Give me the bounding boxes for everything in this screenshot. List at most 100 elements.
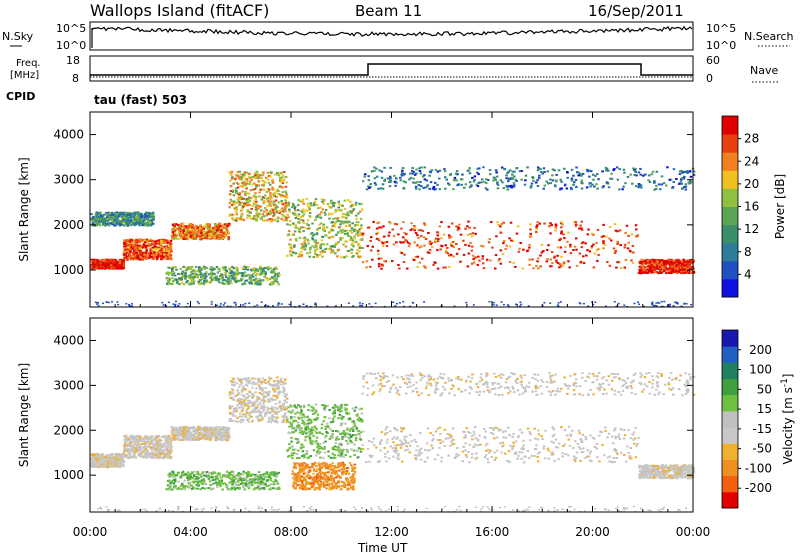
data-cell [94,460,97,463]
data-cell [125,454,129,457]
data-cell [277,302,280,304]
data-cell [271,281,275,283]
data-cell [341,212,345,215]
data-cell [452,246,455,248]
data-cell [229,279,232,282]
data-cell [230,176,234,179]
data-cell [151,246,154,249]
data-cell [122,452,126,455]
data-cell [136,214,139,217]
data-cell [114,456,118,459]
data-cell [470,235,474,238]
data-cell [592,303,595,306]
data-cell [588,182,591,185]
data-cell [644,173,647,176]
data-cell [111,300,113,303]
data-cell [239,217,242,219]
data-cell [247,192,251,195]
data-cell [330,206,333,209]
data-cell [514,265,517,268]
data-cell [554,226,558,229]
data-cell [253,177,257,180]
data-cell [154,438,157,441]
data-cell [236,273,240,276]
data-cell [644,260,647,262]
data-cell [672,181,675,183]
data-cell [554,223,558,226]
data-cell [165,252,168,255]
data-cell [148,244,151,247]
data-cell [123,250,126,252]
data-cell [167,249,170,252]
data-cell [255,208,258,211]
data-cell [229,272,232,275]
data-cell [331,245,334,247]
data-cell [311,245,314,248]
data-cell [653,181,656,184]
data-cell [334,305,337,307]
data-cell [587,228,590,231]
data-cell [299,255,302,257]
data-cell [559,246,563,249]
data-cell [213,228,216,231]
data-cell [663,259,666,262]
data-cell [178,234,182,237]
data-cell [602,235,605,238]
data-cell [170,242,173,245]
data-cell [153,444,156,446]
data-cell [581,182,584,185]
data-cell [677,267,681,270]
data-cell [302,213,306,216]
data-cell [202,235,206,238]
data-cell [115,465,118,468]
data-cell [112,259,116,262]
data-cell [266,171,270,174]
data-cell [248,282,252,285]
data-cell [477,173,480,176]
data-cell [632,167,635,170]
data-cell [537,267,540,270]
data-cell [229,281,232,284]
data-cell [575,237,578,240]
data-cell [359,217,363,220]
data-cell [652,266,655,269]
data-cell [113,456,116,459]
data-cell [614,229,618,232]
data-cell [154,450,157,453]
data-cell [301,245,304,248]
data-cell [117,261,120,264]
data-cell [526,250,529,253]
data-cell [261,196,265,199]
data-cell [377,253,380,256]
data-cell [255,219,258,222]
data-cell [456,228,460,231]
data-cell [555,259,558,262]
data-cell [434,261,437,264]
data-cell [234,177,237,180]
data-cell [240,182,244,185]
data-cell [111,267,115,270]
data-cell [118,221,121,224]
data-cell [149,240,152,243]
data-cell [136,256,140,259]
data-cell [601,170,604,173]
data-cell [128,213,131,216]
data-cell [369,185,372,188]
data-cell [307,224,310,227]
data-cell [218,281,221,284]
data-cell [224,227,227,230]
data-cell [548,225,551,228]
data-cell [494,267,497,270]
beam-title: Beam 11 [355,2,422,20]
data-cell [520,178,523,181]
data-cell [137,212,141,215]
colorbar-swatch [722,134,738,153]
data-cell [95,222,98,225]
data-cell [227,238,230,241]
data-cell [104,462,107,465]
data-cell [276,281,279,284]
data-cell [97,456,100,459]
data-cell [252,176,255,178]
data-cell [269,267,272,270]
data-cell [92,464,95,467]
